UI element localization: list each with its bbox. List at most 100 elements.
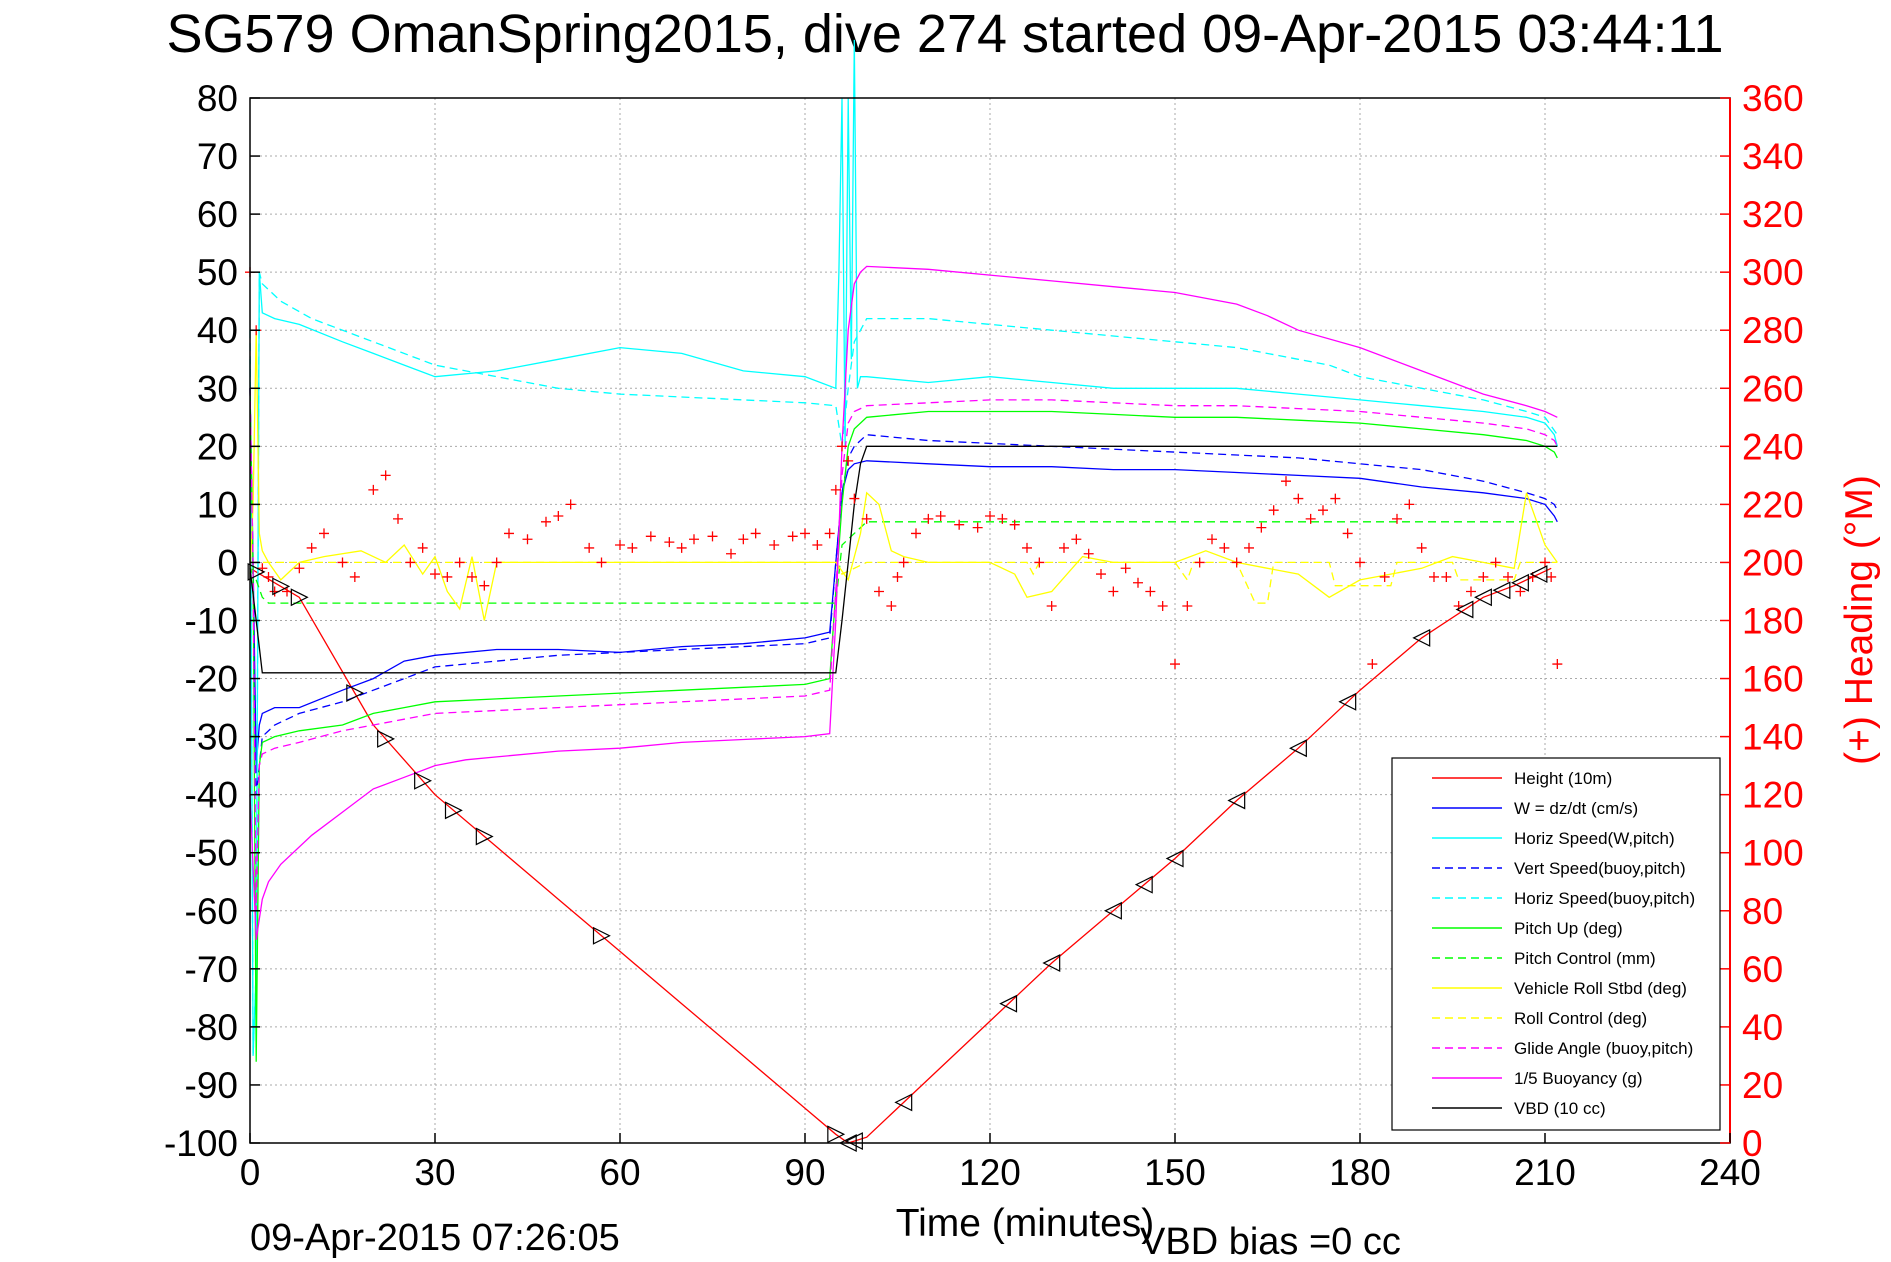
- depth-marker: [247, 562, 266, 581]
- heading-point: [824, 528, 835, 539]
- depth-markers: [247, 562, 1548, 1152]
- y2-tick-label: 260: [1742, 368, 1804, 409]
- heading-point: [972, 522, 983, 533]
- depth-marker: [377, 729, 396, 748]
- depth-marker: [1529, 565, 1548, 584]
- heading-point: [849, 493, 860, 504]
- y2-tick-label: 220: [1742, 484, 1804, 525]
- heading-point: [985, 511, 995, 521]
- series-line: [249, 567, 1552, 1144]
- series-line: [250, 561, 1558, 604]
- heading-point: [1083, 548, 1094, 559]
- heading-point: [541, 516, 551, 527]
- depth-marker: [1492, 581, 1511, 600]
- heading-point: [1552, 659, 1563, 670]
- legend-box: [1391, 757, 1721, 1131]
- legend-entry: Glide Angle (buoy,pitch): [1514, 1039, 1693, 1058]
- y-tick-label: 80: [197, 78, 238, 119]
- heading-point: [1416, 542, 1427, 553]
- series-8: [250, 561, 1558, 604]
- heading-point: [1034, 557, 1045, 568]
- depth-marker: [272, 577, 291, 596]
- heading-point: [689, 534, 699, 545]
- heading-point: [1071, 534, 1082, 545]
- heading-point: [1404, 499, 1415, 510]
- y2-tick-label: 280: [1742, 310, 1804, 351]
- heading-point: [1231, 557, 1242, 568]
- y-tick-label: -80: [185, 1007, 238, 1048]
- y-tick-label: -60: [185, 891, 238, 932]
- heading-point: [1219, 542, 1230, 553]
- x-tick-label: 0: [240, 1152, 261, 1193]
- x-tick-label: 90: [784, 1152, 825, 1193]
- series-line: [249, 272, 1558, 1056]
- legend-entry: VBD (10 cc): [1514, 1099, 1606, 1118]
- heading-point: [1379, 571, 1390, 582]
- heading-point: [1009, 519, 1020, 530]
- heading-point: [874, 586, 884, 597]
- heading-point: [923, 513, 934, 524]
- heading-point: [442, 571, 453, 582]
- heading-point: [830, 484, 841, 495]
- heading-point: [405, 557, 416, 568]
- heading-point: [750, 528, 761, 539]
- y2-tick-label: 40: [1742, 1007, 1783, 1048]
- y-tick-label: -30: [185, 717, 238, 758]
- depth-marker: [1455, 600, 1474, 619]
- heading-point: [1478, 571, 1489, 582]
- y2-tick-label: 360: [1742, 78, 1804, 119]
- heading-point: [1268, 505, 1279, 516]
- heading-point: [1305, 513, 1316, 524]
- y2-tick-label: 340: [1742, 136, 1804, 177]
- heading-point: [615, 540, 625, 551]
- y2-tick-label: 80: [1742, 891, 1783, 932]
- heading-point: [1108, 586, 1119, 597]
- depth-marker: [1412, 628, 1431, 647]
- heading-point: [911, 528, 921, 539]
- right-axis-label: (+) Heading (°M): [1838, 475, 1881, 765]
- heading-point: [1392, 513, 1402, 524]
- heading-point: [843, 455, 854, 466]
- heading-point: [584, 542, 595, 553]
- y2-tick-label: 140: [1742, 717, 1804, 758]
- depth-marker: [1288, 739, 1307, 758]
- heading-point: [892, 571, 903, 582]
- y-tick-label: 70: [197, 136, 238, 177]
- y2-tick-label: 180: [1742, 601, 1804, 642]
- depth-marker: [1338, 692, 1357, 711]
- heading-point: [787, 531, 798, 542]
- heading-point: [627, 542, 638, 553]
- legend-entry: Vert Speed(buoy,pitch): [1514, 859, 1686, 878]
- heading-point: [898, 557, 909, 568]
- heading-point: [707, 531, 718, 542]
- heading-point: [1059, 542, 1069, 553]
- heading-point: [417, 542, 428, 553]
- heading-point: [263, 571, 274, 582]
- heading-point: [454, 557, 465, 568]
- y2-tick-label: 60: [1742, 949, 1783, 990]
- heading-point: [1194, 557, 1205, 568]
- y-tick-label: 50: [197, 252, 238, 293]
- y-tick-label: -70: [185, 949, 238, 990]
- depth-marker: [894, 1093, 913, 1112]
- heading-point: [1490, 557, 1501, 568]
- heading-point: [1441, 571, 1452, 582]
- x-tick-label: 60: [599, 1152, 640, 1193]
- depth-marker: [592, 926, 611, 945]
- heading-point: [430, 569, 440, 580]
- legend-entry: Height (10m): [1514, 769, 1612, 788]
- depth-marker: [346, 684, 365, 703]
- heading-point: [738, 534, 749, 545]
- y-tick-label: 60: [197, 194, 238, 235]
- y-tick-label: -50: [185, 833, 238, 874]
- series-12: [245, 267, 1563, 670]
- depth-marker: [475, 827, 494, 846]
- depth-marker: [1227, 791, 1246, 810]
- x-tick-label: 210: [1514, 1152, 1576, 1193]
- heading-point: [368, 484, 379, 495]
- heading-point: [726, 548, 736, 559]
- series-10: [249, 265, 1558, 940]
- x-tick-label: 240: [1699, 1152, 1761, 1193]
- series-9: [249, 388, 1558, 911]
